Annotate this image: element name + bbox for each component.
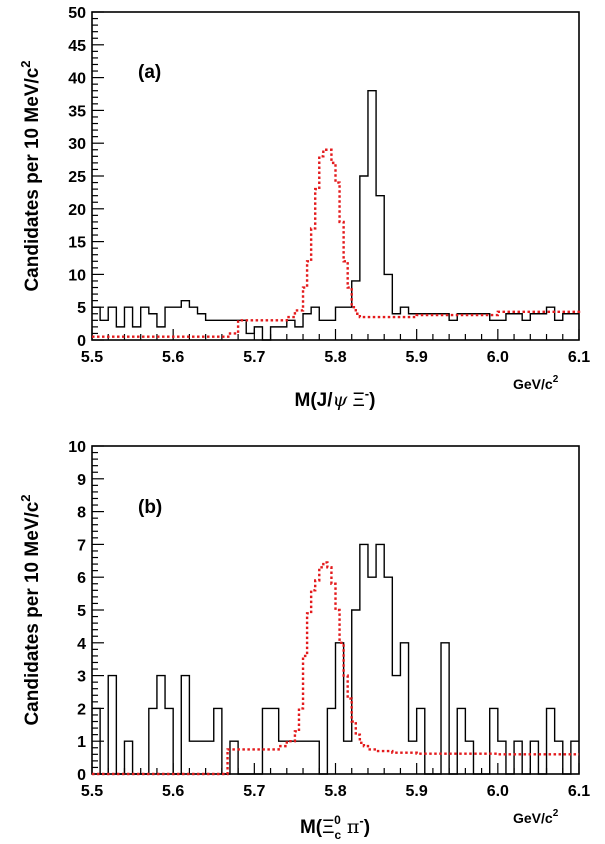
- panel-a-x-unit-sup: 2: [553, 374, 559, 385]
- panel-b-x-axis-pi: π: [341, 816, 360, 838]
- panel-b-x-unit-text: GeV/c: [513, 810, 553, 826]
- panel-b-y-axis-title-sup: 2: [18, 494, 33, 501]
- y-tick-label: 35: [68, 103, 86, 120]
- panel-a-x-tick-labels: 5.5 5.6 5.7 5.8 5.9 6.0 6.1: [81, 349, 590, 366]
- x-tick-label: 5.8: [324, 783, 346, 800]
- histogram-line: [92, 543, 579, 775]
- x-tick-label: 6.0: [487, 783, 509, 800]
- y-tick-label: 3: [77, 669, 86, 686]
- panel-a-y-axis-title-text: Candidates per 10 MeV/c: [22, 67, 43, 291]
- panel-b-y-axis-title: Candidates per 10 MeV/c2: [18, 494, 43, 725]
- panel-b-x-unit: GeV/c2: [513, 808, 559, 826]
- y-tick-label: 7: [77, 537, 86, 554]
- y-tick-label: 50: [68, 5, 86, 22]
- panel-b-frame: [91, 445, 580, 775]
- panel-b-ticks: [91, 445, 580, 775]
- histogram-line: [92, 90, 579, 341]
- panel-a-x-axis-sup: -: [365, 386, 369, 401]
- y-tick-label: 0: [77, 767, 86, 784]
- y-tick-label: 9: [77, 472, 86, 489]
- x-tick-label: 6.0: [487, 349, 509, 366]
- panel-b-histogram: [92, 543, 579, 775]
- panel-b-x-unit-sup: 2: [553, 808, 559, 819]
- panel-b: 5.5 5.6 5.7 5.8 5.9 6.0 6.1 0 1 2 3 4 5 6 7 8 9 10 (b) C…: [18, 439, 590, 842]
- y-tick-label: 30: [68, 136, 86, 153]
- y-tick-label: 25: [68, 169, 86, 186]
- panel-a-x-axis-title: M(J/ψ Ξ-): [295, 386, 376, 411]
- panel-a-y-axis-title-sup: 2: [18, 60, 33, 67]
- panel-b-y-tick-labels: 0 1 2 3 4 5 6 7 8 9 10: [68, 439, 86, 784]
- y-tick-label: 5: [77, 300, 86, 317]
- panel-b-x-axis-sub: c: [334, 828, 341, 842]
- panel-a-y-tick-labels: 0 5 10 15 20 25 30 35 40 45 50: [68, 5, 86, 350]
- y-tick-label: 2: [77, 701, 86, 718]
- panel-a-label: (a): [138, 62, 161, 83]
- panel-b-x-tick-labels: 5.5 5.6 5.7 5.8 5.9 6.0 6.1: [81, 783, 590, 800]
- y-tick-label: 5: [77, 603, 86, 620]
- y-tick-label: 45: [68, 38, 86, 55]
- y-tick-label: 40: [68, 71, 86, 88]
- panel-b-x-axis-sup: 0: [334, 813, 341, 827]
- y-tick-label: 8: [77, 505, 86, 522]
- y-tick-label: 4: [77, 636, 86, 653]
- panel-a-x-unit: GeV/c2: [513, 374, 559, 392]
- panel-a-x-unit-text: GeV/c: [513, 376, 553, 392]
- y-tick-label: 15: [68, 235, 86, 252]
- panel-a-x-axis-close: ): [369, 390, 375, 411]
- x-tick-label: 5.5: [81, 349, 103, 366]
- panel-a-x-axis-psi: ψ: [333, 389, 349, 411]
- panel-b-x-axis-xi: Ξ: [322, 817, 334, 838]
- y-tick-label: 20: [68, 202, 86, 219]
- panel-a-x-axis-title-main: M(J/: [295, 390, 334, 411]
- y-tick-label: 10: [68, 267, 86, 284]
- x-tick-label: 5.5: [81, 783, 103, 800]
- panel-a: 5.5 5.6 5.7 5.8 5.9 6.0 6.1 0 5 10 15 20 25 30 35 40 45…: [18, 5, 590, 411]
- y-tick-label: 1: [77, 734, 86, 751]
- x-tick-label: 5.7: [243, 349, 265, 366]
- panel-a-y-axis-title: Candidates per 10 MeV/c2: [18, 60, 43, 291]
- panel-b-x-axis-pisup: -: [359, 813, 363, 828]
- y-tick-label: 0: [77, 333, 86, 350]
- x-tick-label: 5.6: [162, 783, 184, 800]
- panel-b-x-axis-title-main: M(: [300, 817, 323, 838]
- x-tick-label: 6.1: [568, 349, 590, 366]
- panel-a-histogram: [92, 90, 579, 341]
- panel-b-x-axis-title: M(Ξc0 π-): [300, 813, 370, 842]
- y-tick-label: 6: [77, 570, 86, 587]
- panel-b-y-axis-title-text: Candidates per 10 MeV/c: [22, 501, 43, 725]
- fit-curve: [92, 561, 579, 776]
- panel-b-label: (b): [138, 497, 162, 518]
- y-tick-label: 10: [68, 439, 86, 456]
- x-tick-label: 6.1: [568, 783, 590, 800]
- x-tick-label: 5.8: [324, 349, 346, 366]
- panel-a-x-axis-xi: Ξ: [352, 390, 364, 411]
- panel-b-x-axis-close: ): [364, 817, 370, 838]
- x-tick-label: 5.7: [243, 783, 265, 800]
- x-tick-label: 5.9: [406, 349, 428, 366]
- x-tick-label: 5.6: [162, 349, 184, 366]
- panel-b-fit: [92, 561, 579, 776]
- x-tick-label: 5.9: [406, 783, 428, 800]
